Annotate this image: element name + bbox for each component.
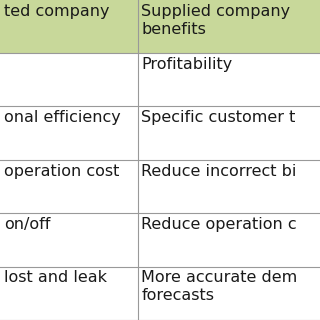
Bar bbox=[0, 0, 320, 53]
Text: lost and leak: lost and leak bbox=[4, 270, 107, 285]
Bar bbox=[0, 53, 320, 106]
Bar bbox=[0, 160, 320, 213]
Bar bbox=[0, 267, 320, 320]
Text: ted company: ted company bbox=[4, 4, 109, 19]
Text: operation cost: operation cost bbox=[4, 164, 119, 179]
Text: Specific customer t: Specific customer t bbox=[141, 110, 296, 125]
Text: Profitability: Profitability bbox=[141, 57, 233, 72]
Text: Supplied company
benefits: Supplied company benefits bbox=[141, 4, 291, 37]
Bar bbox=[0, 213, 320, 267]
Bar bbox=[0, 106, 320, 160]
Text: More accurate dem
forecasts: More accurate dem forecasts bbox=[141, 270, 298, 303]
Text: onal efficiency: onal efficiency bbox=[4, 110, 121, 125]
Text: on/off: on/off bbox=[4, 217, 50, 232]
Text: Reduce operation c: Reduce operation c bbox=[141, 217, 297, 232]
Text: Reduce incorrect bi: Reduce incorrect bi bbox=[141, 164, 297, 179]
